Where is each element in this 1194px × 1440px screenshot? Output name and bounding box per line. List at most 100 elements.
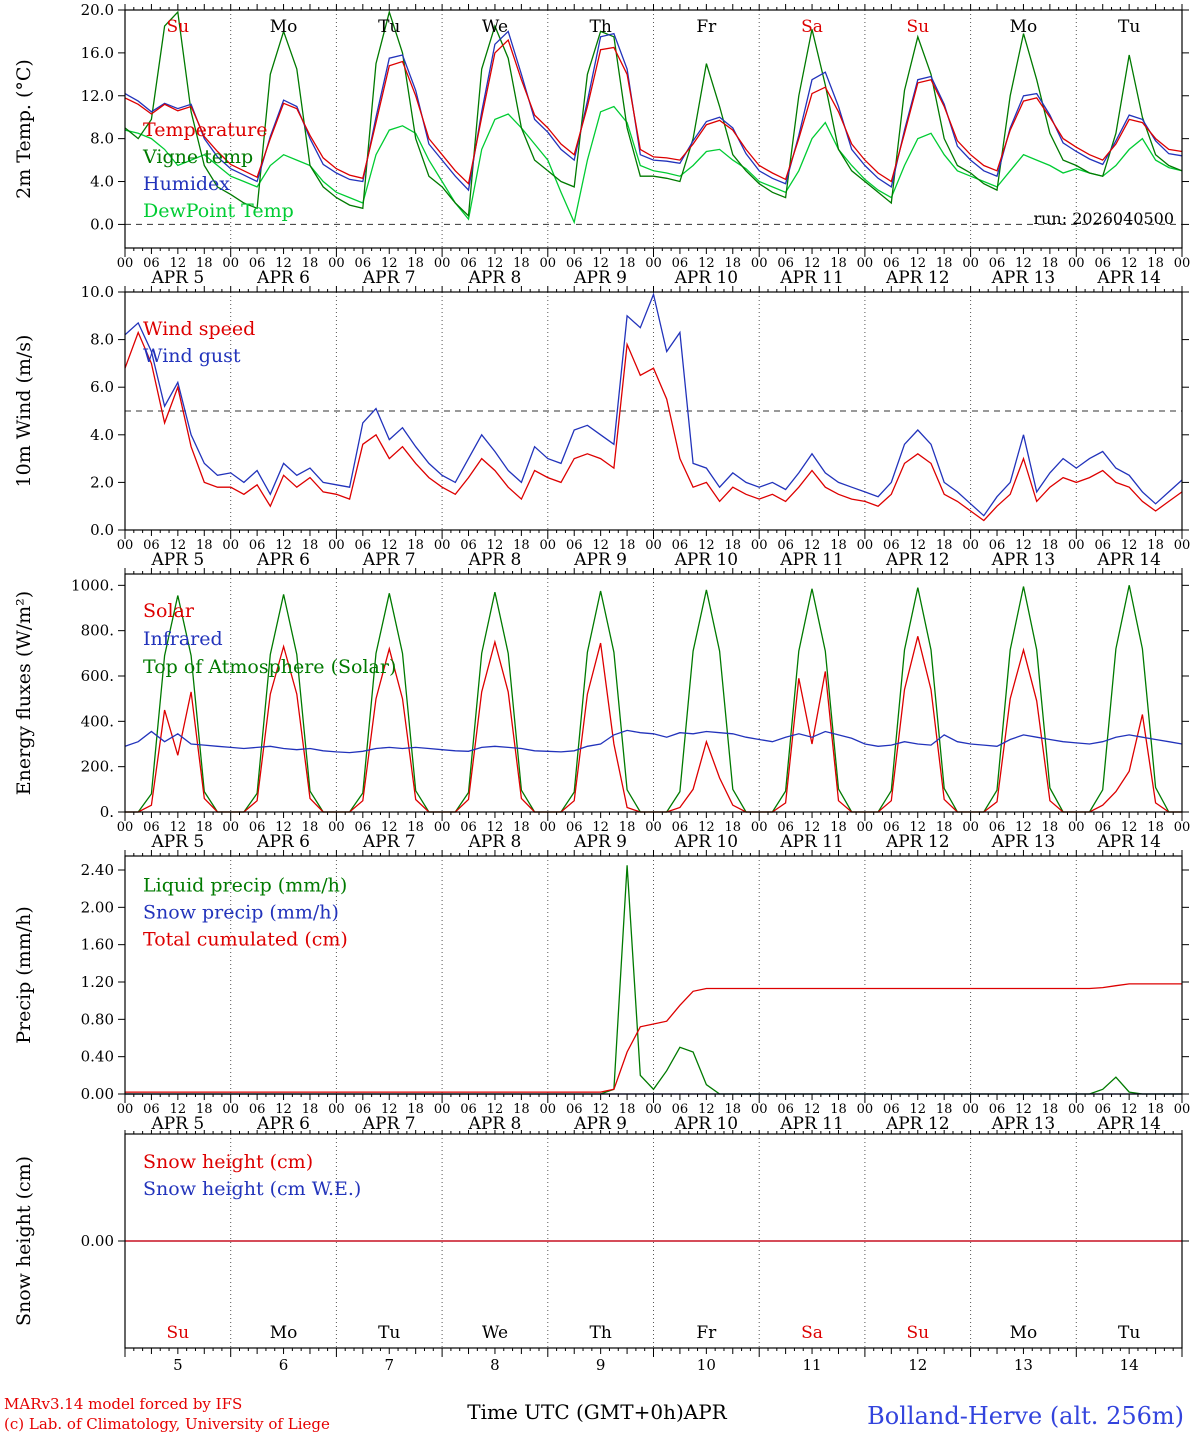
hour-tick-label: 18 [513,820,530,835]
hour-tick-label: 06 [143,538,160,553]
day-label: APR 10 [674,550,739,566]
hour-tick-label: 00 [1068,820,1085,835]
hour-tick-label: 12 [909,820,926,835]
hour-tick-label: 06 [249,538,266,553]
hour-tick-label: 12 [698,538,715,553]
hour-tick-label: 00 [857,1102,874,1117]
wind-speed-series-line [124,330,1183,522]
hour-tick-label: 18 [1147,1102,1164,1117]
hour-tick-label: 12 [381,538,398,553]
hour-tick-label: 00 [645,1102,662,1117]
y-tick-label: 400. [81,712,114,730]
hour-tick-label: 00 [962,820,979,835]
hour-tick-label: 06 [143,820,160,835]
hour-tick-label: 06 [672,820,689,835]
hour-tick-label: 12 [170,820,187,835]
legend-liquid-precip-mm-h: Liquid precip (mm/h) [143,875,347,897]
hour-tick-label: 18 [936,820,953,835]
hour-tick-label: 00 [962,256,979,271]
station-name: Bolland-Herve (alt. 256m) [867,1402,1184,1430]
hour-tick-label: 12 [1015,1102,1032,1117]
hour-tick-label: 18 [1042,820,1059,835]
day-label: APR 12 [885,550,950,566]
day-label: APR 12 [885,832,950,848]
hour-tick-label: 00 [1174,820,1191,835]
weekday-label: Sa [801,17,823,37]
hour-tick-label: 12 [170,538,187,553]
panel-energy: 0. 200. 400. 600. 800. 1000. 00 06 12 18 00 06 12 18 0… [13,568,1191,848]
hour-tick-label: 18 [619,538,636,553]
hour-tick-label: 18 [407,538,424,553]
day-label: APR 10 [674,1114,739,1130]
credit-line-2: (c) Lab. of Climatology, University of L… [4,1414,330,1433]
day-label: APR 7 [362,550,416,566]
day-label: APR 8 [468,550,522,566]
day-number-label: 5 [173,1356,183,1374]
hour-tick-label: 18 [407,820,424,835]
credit-line-1: MARv3.14 model forced by IFS [4,1395,243,1413]
weekday-label: Th [590,17,612,37]
hour-tick-label: 00 [1068,1102,1085,1117]
month-label: APR [683,1400,727,1424]
day-label: APR 9 [573,1114,627,1130]
infrared-series-line [124,729,1183,754]
hour-tick-label: 00 [222,538,239,553]
day-label: APR 5 [150,1114,204,1130]
day-label: APR 14 [1096,832,1161,848]
hour-tick-label: 00 [751,538,768,553]
hour-tick-label: 18 [407,256,424,271]
day-number-label: 8 [490,1356,500,1374]
day-label: APR 11 [779,268,844,284]
hour-tick-label: 06 [355,538,372,553]
hour-tick-label: 00 [434,820,451,835]
hour-tick-label: 18 [407,1102,424,1117]
hour-tick-label: 06 [883,820,900,835]
day-number-label: 14 [1120,1356,1139,1374]
day-label: APR 13 [991,550,1056,566]
hour-tick-label: 06 [566,1102,583,1117]
hour-tick-label: 18 [1147,256,1164,271]
day-label: APR 13 [991,832,1056,848]
hour-tick-label: 06 [989,538,1006,553]
day-number-label: 11 [803,1356,822,1374]
y-tick-label: 16.0 [81,44,114,62]
time-axis-title: Time UTC (GMT+0h)APR [0,1400,1194,1424]
hour-tick-label: 00 [645,256,662,271]
day-label: APR 13 [991,1114,1056,1130]
day-label: APR 5 [150,550,204,566]
hour-tick-label: 00 [645,538,662,553]
hour-tick-label: 18 [513,1102,530,1117]
hour-tick-label: 00 [857,256,874,271]
hour-tick-label: 18 [830,820,847,835]
day-label: APR 10 [674,268,739,284]
day-label: APR 7 [362,268,416,284]
hour-tick-label: 00 [1174,256,1191,271]
hour-tick-label: 06 [566,538,583,553]
legend-snow-precip-mm-h: Snow precip (mm/h) [143,902,339,924]
panel-snow: 0.00 Su Mo Tu We Th Fr Sa Su Mo Tu 5 6 7 8 9 10 11 12 13 14 S… [13,1130,1189,1374]
day-label: APR 6 [256,1114,310,1130]
hour-tick-label: 00 [962,1102,979,1117]
hour-tick-label: 06 [566,256,583,271]
weekday-label: Tu [378,17,400,37]
hour-tick-label: 12 [170,256,187,271]
hour-tick-label: 12 [909,538,926,553]
weekday-label: Mo [1010,17,1038,37]
hour-tick-label: 18 [725,256,742,271]
hour-tick-label: 18 [1042,1102,1059,1117]
y-tick-label: 20.0 [81,1,114,19]
hour-tick-label: 00 [328,538,345,553]
hour-tick-label: 12 [487,820,504,835]
hour-tick-label: 06 [777,256,794,271]
hour-tick-label: 06 [249,1102,266,1117]
hour-tick-label: 12 [487,538,504,553]
y-axis-title-precip: Precip (mm/h) [13,906,35,1044]
hour-tick-label: 12 [1015,538,1032,553]
day-label: APR 11 [779,832,844,848]
hour-tick-label: 06 [989,256,1006,271]
hour-tick-label: 12 [275,538,292,553]
hour-tick-label: 18 [302,820,319,835]
hour-tick-label: 12 [487,256,504,271]
meteogram-panels: 0.0 4.0 8.0 12.0 16.0 20.0 00 06 12 18 00 06 12 18 00 0… [13,1,1191,1374]
